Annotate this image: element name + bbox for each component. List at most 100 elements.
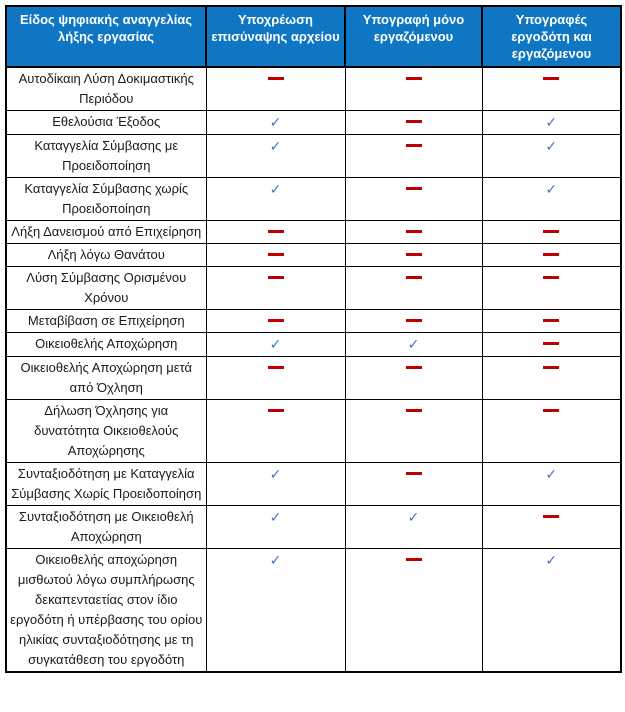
dash-icon bbox=[267, 409, 284, 412]
mark-cell bbox=[481, 399, 622, 463]
mark-cell bbox=[344, 309, 483, 333]
mark-cell bbox=[344, 266, 483, 310]
table-row: Οικειοθελής αποχώρηση μισθωτού λόγω συμπ… bbox=[5, 548, 622, 673]
row-label: Λήξη λόγω Θανάτου bbox=[5, 243, 207, 267]
dash-icon bbox=[267, 319, 284, 322]
dash-icon bbox=[405, 276, 422, 279]
check-icon: ✓ bbox=[269, 114, 282, 130]
check-icon: ✓ bbox=[545, 138, 558, 154]
check-icon: ✓ bbox=[269, 509, 282, 525]
table-body: Αυτοδίκαιη Λύση Δοκιμαστικής Περιόδου Εθε… bbox=[5, 66, 622, 673]
mark-cell bbox=[344, 177, 483, 221]
row-label: Λύση Σύμβασης Ορισμένου Χρόνου bbox=[5, 266, 207, 310]
mark-cell: ✓ bbox=[481, 110, 622, 135]
dash-icon bbox=[405, 144, 422, 147]
termination-notice-table: Είδος ψηφιακής αναγγελίας λήξης εργασίας… bbox=[5, 5, 622, 673]
table-row: Οικειοθελής Αποχώρηση μετά από Όχληση bbox=[5, 356, 622, 400]
row-label: Μεταβίβαση σε Επιχείρηση bbox=[5, 309, 207, 333]
table-row: Λύση Σύμβασης Ορισμένου Χρόνου bbox=[5, 266, 622, 310]
check-icon: ✓ bbox=[407, 336, 420, 352]
table-row: Συνταξιοδότηση με Καταγγελία Σύμβασης Χω… bbox=[5, 462, 622, 506]
row-label: Συνταξιοδότηση με Οικειοθελή Αποχώρηση bbox=[5, 505, 207, 549]
check-icon: ✓ bbox=[545, 552, 558, 568]
col-header-employee-signature-only: Υπογραφή μόνο εργαζόμενου bbox=[344, 5, 483, 68]
dash-icon bbox=[543, 409, 560, 412]
mark-cell bbox=[481, 356, 622, 400]
dash-icon bbox=[405, 120, 422, 123]
mark-cell: ✓ bbox=[205, 462, 346, 506]
mark-cell: ✓ bbox=[344, 505, 483, 549]
row-label: Συνταξιοδότηση με Καταγγελία Σύμβασης Χω… bbox=[5, 462, 207, 506]
dash-icon bbox=[543, 366, 560, 369]
mark-cell bbox=[205, 309, 346, 333]
mark-cell: ✓ bbox=[205, 505, 346, 549]
mark-cell bbox=[481, 309, 622, 333]
dash-icon bbox=[267, 276, 284, 279]
mark-cell bbox=[481, 66, 622, 111]
mark-cell bbox=[344, 356, 483, 400]
dash-icon bbox=[405, 558, 422, 561]
row-label: Αυτοδίκαιη Λύση Δοκιμαστικής Περιόδου bbox=[5, 66, 207, 111]
table-row: Λήξη Δανεισμού από Επιχείρηση bbox=[5, 220, 622, 244]
mark-cell: ✓ bbox=[205, 134, 346, 178]
row-label: Οικειοθελής αποχώρηση μισθωτού λόγω συμπ… bbox=[5, 548, 207, 673]
table-row: Δήλωση Όχλησης για δυνατότητα Οικειοθελο… bbox=[5, 399, 622, 463]
mark-cell bbox=[205, 266, 346, 310]
dash-icon bbox=[405, 366, 422, 369]
dash-icon bbox=[543, 515, 560, 518]
check-icon: ✓ bbox=[269, 138, 282, 154]
dash-icon bbox=[543, 77, 560, 80]
table-row: Οικειοθελής Αποχώρηση ✓ ✓ bbox=[5, 332, 622, 357]
mark-cell bbox=[344, 110, 483, 135]
mark-cell bbox=[344, 66, 483, 111]
check-icon: ✓ bbox=[545, 114, 558, 130]
mark-cell: ✓ bbox=[205, 177, 346, 221]
mark-cell bbox=[205, 66, 346, 111]
mark-cell bbox=[481, 220, 622, 244]
mark-cell bbox=[205, 243, 346, 267]
mark-cell bbox=[344, 548, 483, 673]
mark-cell bbox=[205, 220, 346, 244]
dash-icon bbox=[405, 409, 422, 412]
dash-icon bbox=[543, 253, 560, 256]
row-label: Καταγγελία Σύμβασης χωρίς Προειδοποίηση bbox=[5, 177, 207, 221]
mark-cell bbox=[344, 399, 483, 463]
dash-icon bbox=[405, 187, 422, 190]
dash-icon bbox=[543, 230, 560, 233]
dash-icon bbox=[267, 366, 284, 369]
mark-cell bbox=[205, 399, 346, 463]
mark-cell bbox=[344, 134, 483, 178]
mark-cell: ✓ bbox=[205, 548, 346, 673]
dash-icon bbox=[543, 276, 560, 279]
table-row: Αυτοδίκαιη Λύση Δοκιμαστικής Περιόδου bbox=[5, 66, 622, 111]
mark-cell bbox=[481, 266, 622, 310]
check-icon: ✓ bbox=[269, 181, 282, 197]
mark-cell: ✓ bbox=[481, 462, 622, 506]
check-icon: ✓ bbox=[269, 552, 282, 568]
header-row: Είδος ψηφιακής αναγγελίας λήξης εργασίας… bbox=[5, 5, 622, 68]
mark-cell bbox=[481, 243, 622, 267]
check-icon: ✓ bbox=[545, 181, 558, 197]
check-icon: ✓ bbox=[269, 336, 282, 352]
table-row: Συνταξιοδότηση με Οικειοθελή Αποχώρηση ✓ ✓ bbox=[5, 505, 622, 549]
dash-icon bbox=[543, 319, 560, 322]
mark-cell: ✓ bbox=[344, 332, 483, 357]
table-row: Εθελούσια Έξοδος ✓ ✓ bbox=[5, 110, 622, 135]
dash-icon bbox=[543, 342, 560, 345]
dash-icon bbox=[267, 230, 284, 233]
check-icon: ✓ bbox=[269, 466, 282, 482]
row-label: Οικειοθελής Αποχώρηση μετά από Όχληση bbox=[5, 356, 207, 400]
mark-cell bbox=[481, 332, 622, 357]
row-label: Λήξη Δανεισμού από Επιχείρηση bbox=[5, 220, 207, 244]
mark-cell bbox=[205, 356, 346, 400]
row-label: Οικειοθελής Αποχώρηση bbox=[5, 332, 207, 357]
mark-cell bbox=[344, 220, 483, 244]
row-label: Δήλωση Όχλησης για δυνατότητα Οικειοθελο… bbox=[5, 399, 207, 463]
dash-icon bbox=[405, 253, 422, 256]
mark-cell: ✓ bbox=[481, 134, 622, 178]
mark-cell: ✓ bbox=[481, 177, 622, 221]
table-row: Μεταβίβαση σε Επιχείρηση bbox=[5, 309, 622, 333]
mark-cell: ✓ bbox=[205, 332, 346, 357]
dash-icon bbox=[267, 77, 284, 80]
